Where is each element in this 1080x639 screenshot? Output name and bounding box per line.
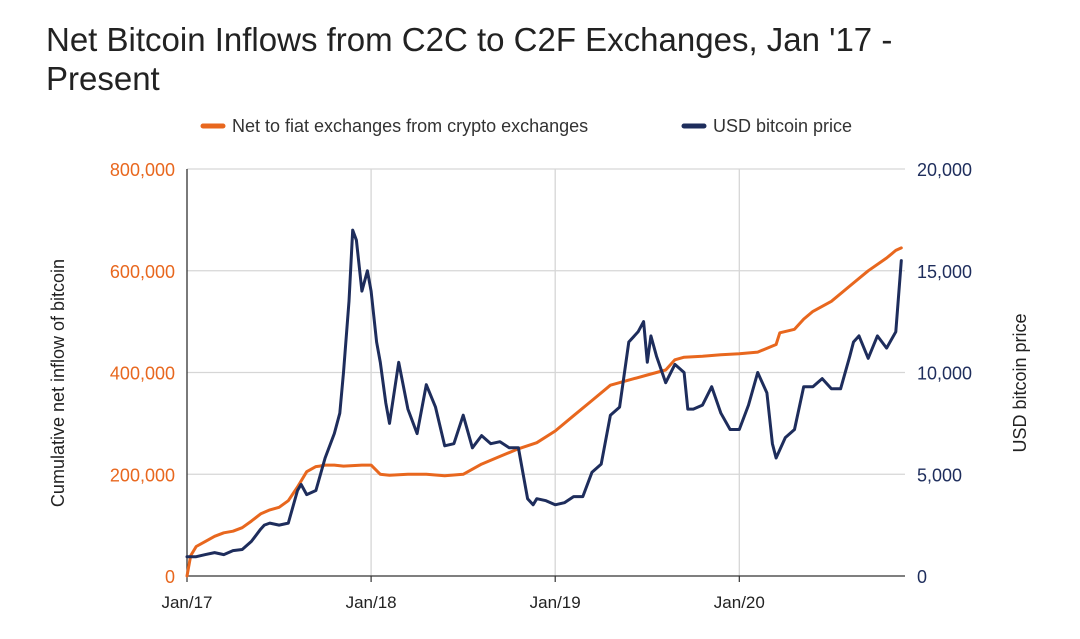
legend-item-net-inflow: Net to fiat exchanges from crypto exchan…	[200, 116, 588, 136]
y2-tick-label: 10,000	[917, 364, 972, 384]
legend: Net to fiat exchanges from crypto exchan…	[200, 116, 852, 136]
legend-label-net-inflow: Net to fiat exchanges from crypto exchan…	[232, 116, 588, 136]
legend-item-usd-price: USD bitcoin price	[681, 116, 852, 136]
y2-axis-title: USD bitcoin price	[1010, 313, 1030, 452]
y-tick-label: 600,000	[110, 262, 175, 282]
tick-labels: 0 200,000 400,000 600,000 800,000 0 5,000 10,00…	[110, 160, 972, 612]
x-tick-label: Jan/19	[530, 593, 581, 612]
y-tick-label: 200,000	[110, 465, 175, 485]
chart-title: Net Bitcoin Inflows from C2C to C2F Exch…	[46, 21, 893, 97]
y2-tick-label: 0	[917, 567, 927, 587]
y2-tick-label: 5,000	[917, 465, 962, 485]
y-tick-label: 0	[165, 567, 175, 587]
axes	[186, 169, 905, 582]
series-line-net-inflow	[185, 246, 903, 578]
y2-tick-label: 15,000	[917, 262, 972, 282]
grid-lines	[187, 168, 905, 576]
x-tick-label: Jan/17	[161, 593, 212, 612]
series-lines	[185, 228, 903, 578]
series-line-usd-price	[185, 228, 903, 559]
y-tick-label: 800,000	[110, 160, 175, 180]
x-tick-label: Jan/18	[346, 593, 397, 612]
y-axis-title: Cumulative net inflow of bitcoin	[48, 259, 68, 507]
y2-tick-label: 20,000	[917, 160, 972, 180]
x-tick-label: Jan/20	[714, 593, 765, 612]
y-tick-label: 400,000	[110, 364, 175, 384]
legend-label-usd-price: USD bitcoin price	[713, 116, 852, 136]
